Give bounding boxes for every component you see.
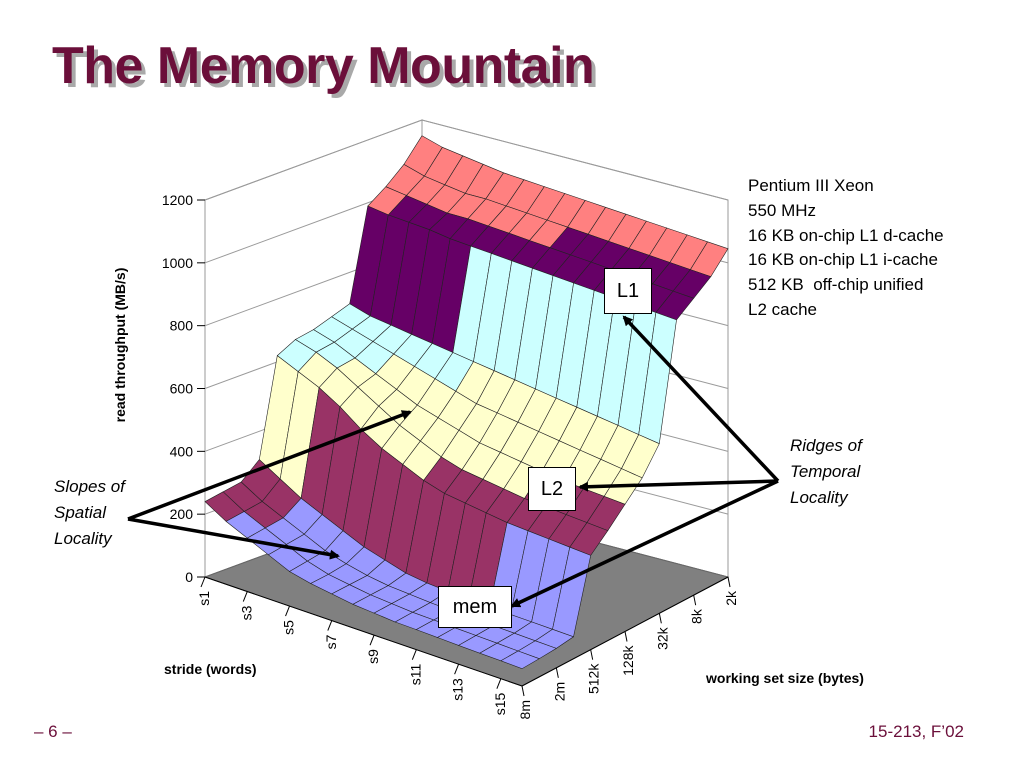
temporal-label-line: Locality: [790, 488, 848, 507]
stride-axis-title: stride (words): [164, 661, 257, 677]
size-tick-mark: [658, 613, 662, 624]
l1-callout: L1: [604, 268, 652, 314]
course-label: 15-213, F’02: [868, 722, 964, 741]
info-line: 16 KB on-chip L1 i-cache: [748, 250, 938, 270]
stride-tick-label: s7: [323, 634, 339, 649]
z-tick-label: 600: [170, 381, 194, 397]
z-tick-label: 1000: [162, 255, 193, 271]
temporal-locality-label: Ridges of Temporal Locality: [790, 433, 862, 511]
size-tick-label: 2m: [551, 682, 567, 701]
stride-tick-label: s9: [365, 649, 381, 664]
size-axis-title: working set size (bytes): [706, 670, 864, 686]
spatial-arrow-upper: [127, 410, 412, 521]
size-tick-label: 8k: [689, 608, 705, 624]
size-tick-mark: [555, 667, 559, 678]
size-tick-label: 8m: [517, 700, 533, 719]
size-tick-mark: [693, 595, 697, 606]
surface-cell: [500, 650, 540, 670]
z-axis-title: read throughput (MB/s): [112, 267, 128, 423]
temporal-label-line: Ridges of: [790, 436, 862, 455]
slide-title: The Memory Mountain: [52, 37, 595, 95]
z-tick-label: 400: [170, 443, 194, 459]
stride-tick-mark: [285, 605, 290, 617]
info-line: L2 cache: [748, 299, 817, 319]
stride-tick-label: s13: [450, 678, 466, 701]
size-tick-label: 32k: [654, 626, 670, 650]
size-axis-line: [521, 576, 729, 687]
size-tick-mark: [727, 576, 731, 588]
z-tick-label: 1200: [162, 192, 193, 208]
stride-axis-ticks: s1 s3 s5 s7 s9 s11 s13 s15: [196, 576, 523, 716]
stride-tick-mark: [200, 576, 206, 588]
info-line: 16 KB on-chip L1 d-cache: [748, 225, 944, 245]
stride-axis-line: [204, 576, 523, 687]
z-tick-label: 200: [170, 506, 194, 522]
size-tick-label: 2k: [723, 590, 739, 606]
stride-tick-label: s5: [281, 620, 297, 635]
temporal-arrow-mem: [510, 479, 779, 608]
spatial-label-line: Slopes of: [54, 477, 125, 496]
size-tick-mark: [590, 649, 594, 660]
temporal-arrow-l2: [578, 479, 779, 492]
z-gridline: [204, 119, 729, 201]
processor-info: Pentium III Xeon 550 MHz 16 KB on-chip L…: [748, 174, 944, 323]
z-tick-label: 800: [170, 318, 194, 334]
stride-tick-label: s15: [492, 693, 508, 716]
stride-tick-mark: [496, 678, 502, 689]
size-tick-mark: [521, 685, 525, 697]
stride-tick-mark: [411, 649, 417, 660]
temporal-label-line: Temporal: [790, 462, 861, 481]
size-axis-ticks: 8m 2m 512k 128k 32k 8k 2k: [517, 576, 739, 719]
info-line: 550 MHz: [748, 200, 817, 220]
spatial-label-line: Locality: [54, 529, 112, 548]
temporal-arrow-l1: [622, 315, 780, 483]
surface-plot: [204, 135, 729, 670]
stride-tick-label: s11: [407, 663, 423, 685]
stride-tick-label: s3: [238, 605, 254, 620]
z-axis-ticks: 0 200 400 600 800 1000 1200: [162, 192, 205, 585]
mem-callout: mem: [438, 586, 512, 628]
page-number: – 6 –: [34, 722, 72, 741]
spatial-arrow-lower: [127, 517, 340, 560]
annotation-arrows: [127, 315, 780, 608]
stride-tick-mark: [242, 591, 248, 602]
size-tick-label: 512k: [586, 663, 602, 694]
size-tick-mark: [624, 631, 628, 642]
info-line: Pentium III Xeon: [748, 176, 874, 195]
info-line: 512 KB off-chip unified: [748, 275, 924, 295]
stride-tick-label: s1: [196, 591, 212, 606]
z-tick-label: 0: [185, 569, 193, 585]
spatial-label-line: Spatial: [54, 503, 106, 522]
stride-tick-mark: [369, 634, 375, 646]
size-tick-label: 128k: [620, 645, 636, 676]
spatial-locality-label: Slopes of Spatial Locality: [54, 474, 125, 552]
stride-tick-mark: [454, 664, 460, 675]
l2-callout: L2: [528, 467, 576, 511]
stride-tick-mark: [327, 620, 333, 631]
